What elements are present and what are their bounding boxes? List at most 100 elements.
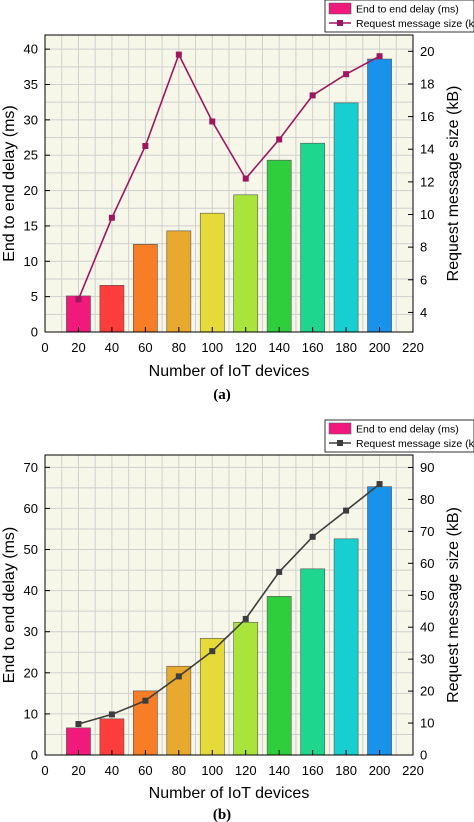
- x-tick-label: 180: [335, 763, 357, 778]
- series-point: [209, 118, 216, 125]
- x-tick-label: 160: [302, 340, 324, 355]
- x-tick-label: 180: [335, 340, 357, 355]
- y2-tick-label: 6: [420, 272, 427, 287]
- series-point: [343, 507, 350, 514]
- legend-label-line: Request message size (kB): [356, 438, 474, 450]
- bar: [367, 486, 392, 756]
- y-tick-label: 50: [24, 542, 38, 557]
- y2-tick-label: 20: [420, 44, 434, 59]
- x-tick-label: 160: [302, 763, 324, 778]
- x-tick-label: 100: [201, 340, 223, 355]
- x-tick-label: 220: [402, 340, 424, 355]
- series-point: [242, 615, 249, 622]
- y2-tick-label: 80: [420, 492, 434, 507]
- y2-tick-label: 0: [420, 748, 427, 763]
- x-tick-label: 200: [369, 340, 391, 355]
- legend-swatch-marker: [337, 20, 343, 26]
- bar: [233, 194, 259, 333]
- series-point: [276, 136, 283, 143]
- chart-a: 0 20 40 60 80 100 120 140 160 180 200 220 0 5 10 15 20 25…: [1, 0, 474, 403]
- bar: [133, 244, 158, 333]
- y2-tick-label: 8: [420, 240, 427, 255]
- y2-tick-label: 90: [420, 460, 434, 475]
- x-axis-label: Number of IoT devices: [149, 363, 310, 380]
- x-tick-label: 100: [201, 763, 223, 778]
- legend-label-line: Request message size (kB): [356, 18, 474, 30]
- y2-tick-label: 10: [420, 716, 434, 731]
- x-tick-label: 140: [268, 340, 290, 355]
- y-axis-label: End to end delay (ms): [1, 105, 18, 262]
- plot-frame: [44, 34, 414, 333]
- x-tick-label: 40: [105, 763, 119, 778]
- series-point: [376, 481, 383, 488]
- y2-tick-label: 20: [420, 684, 434, 699]
- y-tick-label: 0: [31, 748, 38, 763]
- series-point: [276, 568, 283, 575]
- y-tick-label: 35: [24, 77, 38, 92]
- x-tick-label: 120: [235, 340, 257, 355]
- x-tick-label: 40: [105, 340, 119, 355]
- legend: End to end delay (ms) Request message siz…: [324, 0, 474, 33]
- series-point: [175, 673, 182, 680]
- bar: [199, 637, 225, 756]
- legend-label-bar: End to end delay (ms): [356, 4, 459, 16]
- x-tick-label: 80: [172, 340, 186, 355]
- x-tick-label: 60: [138, 340, 152, 355]
- x-tick-label: 120: [235, 763, 257, 778]
- chart-b: 0 20 40 60 80 100 120 140 160 180 200 2200102030405…: [1, 419, 474, 822]
- y2-tick-label: 18: [420, 76, 434, 91]
- series-point: [75, 296, 82, 303]
- series-point: [142, 142, 149, 149]
- plot-frame: [44, 454, 414, 756]
- y-tick-label: 40: [24, 42, 38, 57]
- panel-label: (b): [213, 807, 231, 822]
- grid: [45, 455, 413, 755]
- y-tick-label: 30: [24, 112, 38, 127]
- x-tick-label: 220: [402, 763, 424, 778]
- y-axis-label: End to end delay (ms): [1, 527, 18, 684]
- x-tick-label: 60: [138, 763, 152, 778]
- y-tick-label: 25: [24, 148, 38, 163]
- series-point: [175, 51, 182, 58]
- y2-tick-label: 10: [420, 207, 434, 222]
- y-tick-label: 5: [31, 289, 38, 304]
- bar: [266, 159, 292, 333]
- legend-swatch-bar: [328, 2, 352, 15]
- bar: [367, 58, 392, 333]
- bar: [233, 621, 259, 756]
- series-line: [77, 52, 380, 300]
- bar: [166, 230, 192, 333]
- y2-tick-label: 50: [420, 588, 434, 603]
- y-tick-label: 10: [24, 254, 38, 269]
- y2-tick-label: 70: [420, 524, 434, 539]
- y2-axis-label: Request message size (kB): [445, 507, 462, 703]
- series-point: [75, 721, 82, 728]
- y-tick-label: 70: [24, 460, 38, 475]
- y-tick-label: 0: [31, 325, 38, 340]
- bar: [300, 142, 325, 333]
- x-axis-label: Number of IoT devices: [149, 785, 310, 802]
- y2-tick-label: 30: [420, 652, 434, 667]
- legend: End to end delay (ms) Request message siz…: [324, 419, 474, 453]
- bar: [99, 718, 125, 756]
- series-point: [209, 648, 216, 655]
- y2-tick-label: 60: [420, 556, 434, 571]
- series-point: [309, 533, 316, 540]
- x-tick-label: 0: [41, 763, 48, 778]
- series-point: [242, 175, 249, 182]
- y-tick-label: 15: [24, 218, 38, 233]
- bar: [333, 102, 359, 333]
- bar: [166, 665, 192, 756]
- y2-tick-label: 14: [420, 142, 434, 157]
- legend-label-bar: End to end delay (ms): [356, 424, 459, 436]
- y-tick-label: 30: [24, 624, 38, 639]
- bar: [300, 568, 325, 756]
- x-tick-label: 140: [268, 763, 290, 778]
- y-tick-label: 40: [24, 583, 38, 598]
- series-point: [309, 92, 316, 99]
- series-point: [142, 697, 149, 704]
- y-tick-label: 60: [24, 501, 38, 516]
- y2-tick-label: 40: [420, 620, 434, 635]
- bar: [333, 538, 359, 756]
- series-line: [78, 483, 381, 725]
